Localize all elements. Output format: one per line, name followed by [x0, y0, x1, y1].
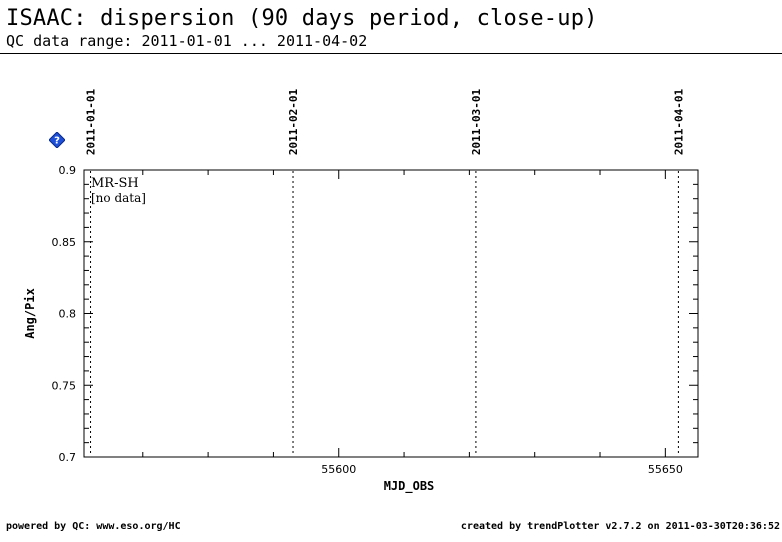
footer-powered-by: powered by QC: www.eso.org/HC [6, 521, 181, 532]
date-marker-label: 2011-03-01 [470, 89, 483, 156]
y-tick-label: 0.75 [52, 379, 77, 392]
x-axis-label: MJD_OBS [384, 479, 435, 494]
y-tick-label: 0.9 [59, 164, 77, 177]
plot-frame [83, 169, 699, 458]
header-divider [0, 53, 782, 54]
page-title: ISAAC: dispersion (90 days period, close… [6, 6, 598, 31]
svg-text:?: ? [54, 136, 60, 147]
y-tick-label: 0.85 [52, 236, 77, 249]
question-diamond-icon[interactable]: ? [49, 132, 65, 148]
data-range-subtitle: QC data range: 2011-01-01 ... 2011-04-02 [6, 32, 368, 50]
chart-plot-area: 55600 55650 0.7 0.75 0.8 0.85 0.9 MJD_OBS Ang/Pi… [23, 89, 699, 494]
y-tick-label: 0.7 [59, 451, 77, 464]
series-label: MR-SH [91, 176, 139, 191]
y-tick-label: 0.8 [59, 308, 77, 321]
y-axis-label: Ang/Pix [23, 288, 37, 339]
date-marker-label: 2011-02-01 [287, 89, 300, 156]
footer-created-by: created by trendPlotter v2.7.2 on 2011-0… [460, 521, 780, 532]
date-marker-label: 2011-01-01 [85, 89, 98, 156]
x-tick-label: 55650 [648, 463, 683, 476]
date-marker-label: 2011-04-01 [672, 89, 685, 156]
no-data-annotation: [no data] [91, 191, 146, 205]
x-tick-label: 55600 [321, 463, 356, 476]
